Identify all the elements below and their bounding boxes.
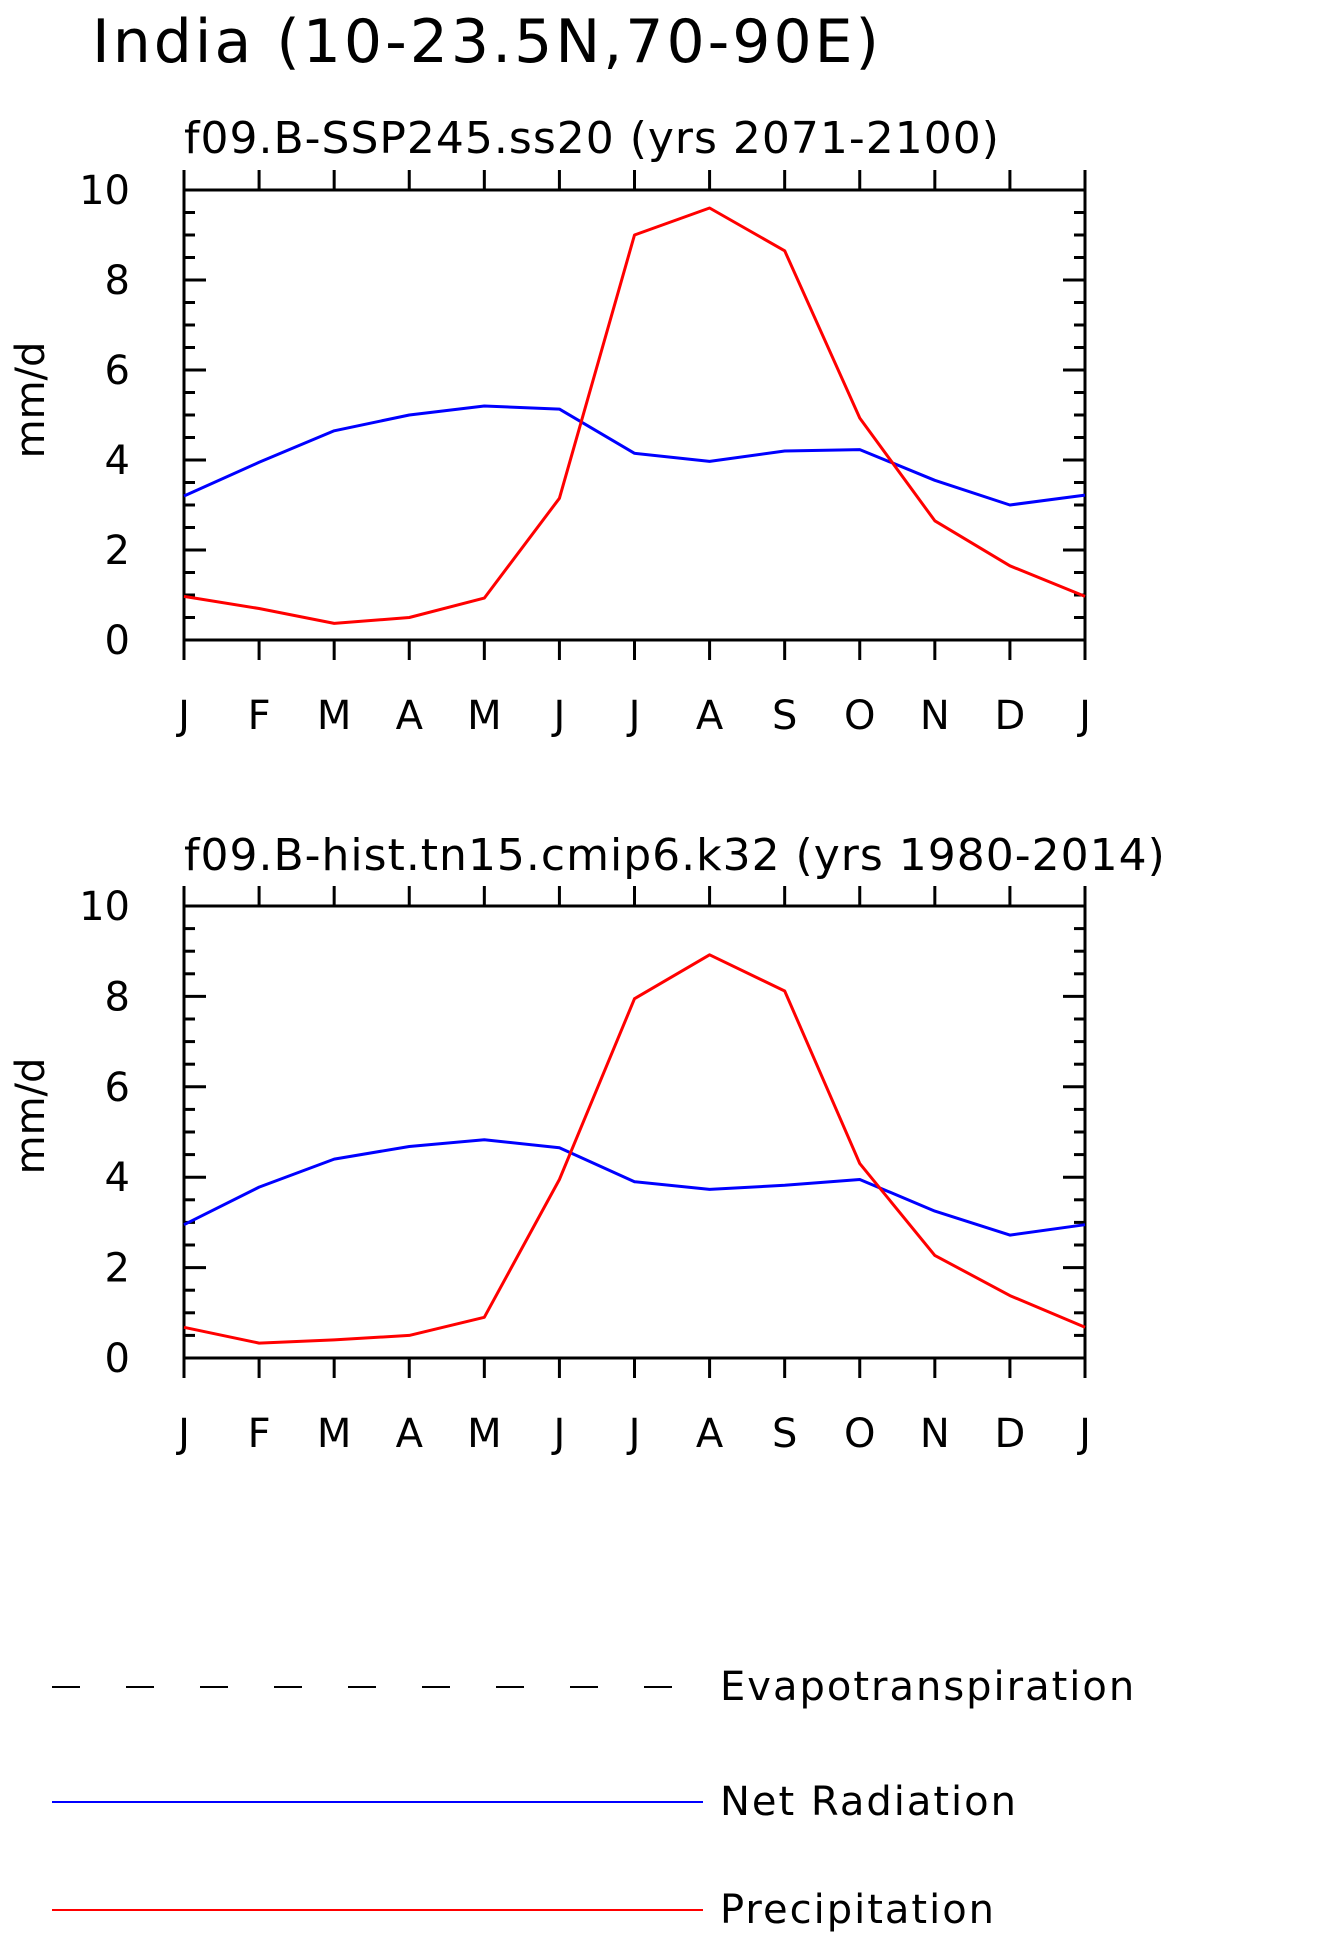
y-tick-label: 8	[105, 258, 130, 304]
x-tick-label: J	[1076, 693, 1091, 739]
panel-title: f09.B-hist.tn15.cmip6.k32 (yrs 1980-2014…	[184, 830, 1166, 881]
y-tick-label: 2	[105, 1246, 130, 1292]
tick-group	[182, 170, 1087, 660]
figure-title: India (10-23.5N,70-90E)	[92, 7, 882, 77]
x-tick-label: A	[396, 1411, 424, 1457]
x-tick-label: F	[248, 693, 271, 739]
plot-frame	[182, 904, 1087, 1360]
x-tick-label: J	[626, 1411, 641, 1457]
y-tick-label: 10	[79, 884, 130, 930]
series-line-precipitation	[183, 206, 1086, 625]
y-axis-title: mm/d	[8, 1058, 54, 1175]
series-line-precipitation	[183, 953, 1086, 1345]
x-tick-label: O	[844, 693, 875, 739]
panel-bottom: f09.B-hist.tn15.cmip6.k32 (yrs 1980-2014…	[8, 830, 1166, 1457]
x-tick-label: A	[696, 693, 724, 739]
y-tick-label: 0	[105, 1336, 130, 1382]
x-tick-label: J	[551, 1411, 566, 1457]
legend-label-net-radiation: Net Radiation	[720, 1779, 1018, 1825]
y-axis-title: mm/d	[8, 342, 54, 459]
x-tick-label: O	[844, 1411, 875, 1457]
x-tick-label: M	[467, 693, 502, 739]
y-tick-label: 8	[105, 974, 130, 1020]
y-tick-label: 0	[105, 618, 130, 664]
series-line-net-radiation	[183, 404, 1086, 507]
y-tick-label: 2	[105, 528, 130, 574]
series-group	[183, 953, 1086, 1345]
x-tick-label: J	[175, 693, 190, 739]
y-tick-labels: 0 2 4 6 8 10	[79, 168, 130, 664]
y-tick-label: 4	[105, 1155, 130, 1201]
tick-group	[182, 886, 1087, 1378]
series-group	[183, 206, 1086, 625]
y-tick-label: 4	[105, 438, 130, 484]
x-tick-label: J	[551, 693, 566, 739]
x-tick-label: D	[995, 1411, 1026, 1457]
y-tick-label: 6	[105, 1065, 130, 1111]
panel-top: f09.B-SSP245.ss20 (yrs 2071-2100) mm/d 0…	[8, 113, 1091, 739]
x-tick-label: M	[317, 1411, 352, 1457]
legend: Evapotranspiration Net Radiation Precipi…	[52, 1664, 1136, 1933]
x-tick-label: S	[772, 693, 797, 739]
legend-label-evapotranspiration: Evapotranspiration	[720, 1664, 1136, 1710]
legend-label-precipitation: Precipitation	[720, 1887, 996, 1933]
x-tick-label: J	[626, 693, 641, 739]
plot-frame	[182, 188, 1087, 642]
y-tick-label: 10	[79, 168, 130, 214]
x-tick-label: S	[772, 1411, 797, 1457]
x-tick-label: A	[696, 1411, 724, 1457]
x-tick-label: M	[467, 1411, 502, 1457]
x-tick-label: M	[317, 693, 352, 739]
x-tick-label: A	[396, 693, 424, 739]
x-tick-label: N	[920, 693, 950, 739]
series-line-net-radiation	[183, 1138, 1086, 1237]
y-tick-label: 6	[105, 348, 130, 394]
x-tick-label: J	[1076, 1411, 1091, 1457]
x-tick-label: D	[995, 693, 1026, 739]
y-tick-labels: 0 2 4 6 8 10	[79, 884, 130, 1382]
x-tick-label: F	[248, 1411, 271, 1457]
panel-title: f09.B-SSP245.ss20 (yrs 2071-2100)	[184, 113, 1000, 164]
x-tick-label: N	[920, 1411, 950, 1457]
x-tick-label: J	[175, 1411, 190, 1457]
